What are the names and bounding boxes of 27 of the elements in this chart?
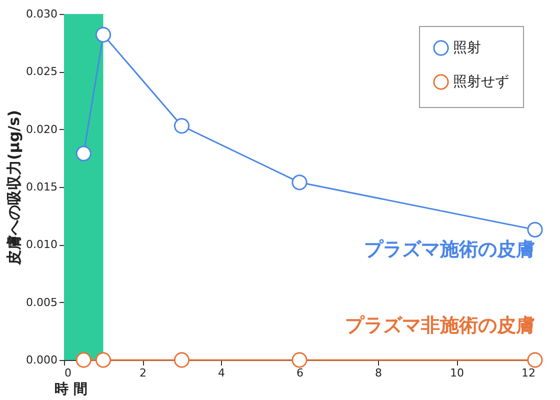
y-tick-label: 0.020 [26, 122, 58, 136]
x-tick-label: 0 [64, 366, 72, 380]
point [174, 352, 190, 368]
x-tick-label: 6 [296, 366, 304, 380]
legend-label: 照射せず [453, 74, 509, 90]
x-tick-label: 10 [450, 366, 464, 380]
y-axis-title: 皮膚への吸収力(μg/s) [5, 110, 24, 266]
x-tick-label: 8 [375, 366, 382, 380]
annotation: プラズマ非施術の皮膚 [345, 314, 535, 336]
point [76, 146, 92, 162]
legend-label: 照射 [453, 40, 481, 56]
y-tick-label: 0.025 [26, 65, 58, 78]
x-tick-label: 4 [218, 366, 225, 380]
x-tick-label: 12 [522, 366, 536, 380]
y-tick-label: 0.030 [26, 8, 58, 20]
point [527, 352, 543, 368]
point [95, 26, 112, 43]
y-tick-label: 0.015 [26, 180, 58, 194]
point [76, 352, 92, 368]
point [95, 352, 112, 368]
x-tick-label: 2 [140, 366, 146, 380]
point [292, 352, 308, 368]
y-tick-label: 0.000 [26, 354, 58, 366]
x-axis-title: 時 間 [54, 382, 88, 398]
annotation: プラズマ施術の皮膚 [364, 238, 535, 260]
y-tick-label: 0.005 [26, 296, 58, 309]
y-tick-label: 0.010 [26, 238, 58, 252]
